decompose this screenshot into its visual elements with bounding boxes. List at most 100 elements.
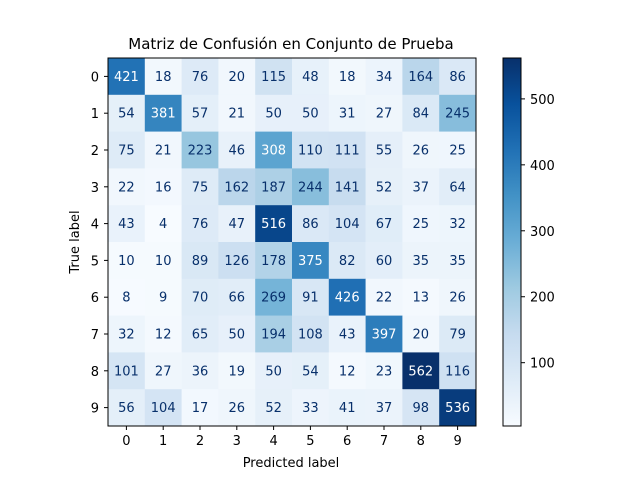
cell-value-label: 67 [376,217,393,232]
cell-value-label: 126 [224,254,249,269]
cell-value-label: 19 [229,364,246,379]
heatmap-cell [365,168,403,206]
heatmap-cell [328,94,366,132]
heatmap-cell [255,315,293,353]
heatmap-cell [402,352,440,390]
heatmap-cell [181,94,219,132]
cell-value-label: 21 [229,107,246,122]
cell-value-label: 75 [192,180,209,195]
x-tick-label: 5 [306,434,314,449]
heatmap-cell [144,205,182,243]
heatmap-cell [144,278,182,316]
heatmap-cell [292,315,330,353]
heatmap-cell [365,58,403,96]
cell-value-label: 43 [339,328,356,343]
heatmap-cell [439,94,477,132]
x-axis-label: Predicted label [243,456,340,471]
heatmap-cell [108,315,146,353]
cell-value-label: 55 [376,144,393,159]
y-tick-label: 6 [91,291,99,306]
heatmap-cell [328,315,366,353]
cell-value-label: 26 [229,401,246,416]
y-axis-label: True label [68,210,83,274]
heatmap-cell [439,352,477,390]
heatmap-cell [328,242,366,280]
x-tick-label: 4 [269,434,277,449]
cell-value-label: 223 [188,144,213,159]
x-tick-label: 1 [159,434,167,449]
cell-value-label: 426 [335,291,360,306]
heatmap-cell [218,315,256,353]
y-tick-label: 1 [91,107,99,122]
heatmap-cell [292,168,330,206]
heatmap-cell [365,278,403,316]
heatmap-cell [292,242,330,280]
cell-value-label: 116 [445,364,470,379]
cell-value-label: 75 [118,144,135,159]
heatmap-cell [108,168,146,206]
heatmap-cell [108,389,146,427]
cell-value-label: 194 [261,328,286,343]
cell-value-label: 37 [376,401,393,416]
cell-value-label: 108 [298,328,323,343]
heatmap-cell [328,389,366,427]
heatmap-cell [144,352,182,390]
cell-value-label: 22 [118,180,135,195]
heatmap-cell [439,315,477,353]
colorbar-tick-label: 200 [530,291,555,306]
heatmap-cell [255,168,293,206]
cell-value-label: 50 [302,107,319,122]
cell-value-label: 48 [302,70,319,85]
heatmap-cell [181,352,219,390]
cell-value-label: 381 [151,107,176,122]
heatmap-cell [292,58,330,96]
cell-value-label: 20 [229,70,246,85]
heatmap-cell [328,278,366,316]
heatmap-cell [144,315,182,353]
cell-value-label: 10 [118,254,135,269]
cell-value-label: 66 [229,291,246,306]
cell-value-label: 12 [339,364,356,379]
heatmap-cell [402,94,440,132]
heatmap-cell [108,242,146,280]
cell-value-label: 79 [449,328,466,343]
cell-value-label: 18 [339,70,356,85]
x-tick-label: 0 [122,434,130,449]
heatmap-cell [365,205,403,243]
cell-value-label: 12 [155,328,172,343]
heatmap-cell [181,278,219,316]
cell-value-label: 82 [339,254,356,269]
heatmap-cell [402,205,440,243]
x-tick-label: 2 [196,434,204,449]
cell-value-label: 60 [376,254,393,269]
heatmap-cell [365,352,403,390]
cell-value-label: 8 [122,291,130,306]
cell-value-label: 536 [445,401,470,416]
heatmap-cell [108,205,146,243]
cell-value-label: 308 [261,144,286,159]
cell-value-label: 86 [449,70,466,85]
heatmap-cell [439,58,477,96]
colorbar-tick-label: 400 [530,159,555,174]
cell-value-label: 50 [265,107,282,122]
cell-value-label: 54 [118,107,135,122]
heatmap-cell [292,205,330,243]
cell-value-label: 9 [159,291,167,306]
heatmap-cell [255,352,293,390]
heatmap-cell [439,278,477,316]
heatmap-cell [292,131,330,169]
cell-value-label: 37 [413,180,430,195]
heatmap-cell [402,278,440,316]
heatmap-cell [328,58,366,96]
heatmap-cell [144,389,182,427]
y-axis-ticks: 0 1 2 3 4 5 6 7 8 9 [91,70,108,417]
cell-value-label: 50 [229,328,246,343]
cell-value-label: 10 [155,254,172,269]
cell-value-label: 47 [229,217,246,232]
heatmap-cell [218,352,256,390]
x-tick-label: 7 [380,434,388,449]
colorbar [502,57,522,427]
heatmap-cell [108,94,146,132]
heatmap-cell [255,205,293,243]
heatmap-cell [365,242,403,280]
